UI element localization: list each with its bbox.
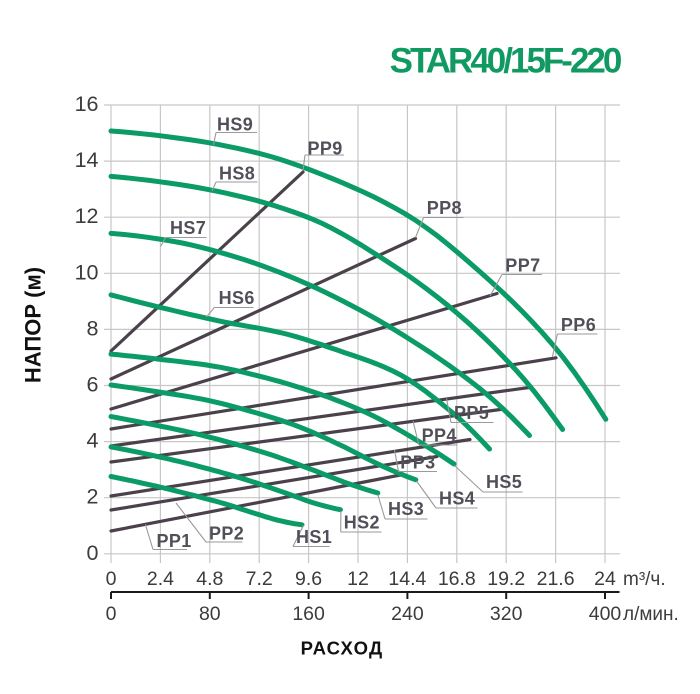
svg-text:4: 4 [87, 429, 99, 453]
svg-text:PP5: PP5 [454, 403, 489, 423]
svg-text:PP1: PP1 [157, 531, 192, 551]
svg-text:0: 0 [106, 603, 117, 625]
svg-text:HS8: HS8 [219, 164, 255, 184]
svg-text:2: 2 [87, 485, 99, 509]
svg-text:320: 320 [490, 603, 523, 625]
svg-text:HS3: HS3 [388, 499, 424, 519]
svg-text:12: 12 [75, 204, 99, 228]
svg-text:9.6: 9.6 [295, 568, 322, 590]
svg-text:PP9: PP9 [308, 138, 343, 158]
svg-text:400: 400 [589, 603, 622, 625]
svg-text:л/мин.: л/мин. [623, 604, 679, 625]
svg-text:6: 6 [87, 373, 99, 397]
svg-text:80: 80 [199, 603, 221, 625]
svg-text:4.8: 4.8 [196, 568, 223, 590]
svg-text:160: 160 [292, 603, 325, 625]
svg-text:16: 16 [75, 92, 99, 116]
svg-text:8: 8 [87, 316, 99, 340]
svg-text:HS4: HS4 [439, 489, 475, 509]
svg-text:21.6: 21.6 [537, 568, 575, 590]
svg-text:РАСХОД: РАСХОД [301, 638, 384, 659]
svg-text:12: 12 [347, 568, 369, 590]
svg-text:PP7: PP7 [505, 255, 540, 275]
svg-text:7.2: 7.2 [246, 568, 273, 590]
svg-text:0: 0 [87, 541, 99, 565]
svg-text:PP4: PP4 [422, 426, 457, 446]
svg-text:240: 240 [391, 603, 424, 625]
svg-text:НАПОР (м): НАПОР (м) [21, 267, 46, 383]
svg-text:24: 24 [594, 568, 616, 590]
svg-text:0: 0 [106, 568, 117, 590]
svg-text:HS5: HS5 [486, 472, 522, 492]
svg-text:16.8: 16.8 [438, 568, 476, 590]
svg-text:19.2: 19.2 [487, 568, 525, 590]
svg-text:HS1: HS1 [296, 527, 332, 547]
svg-text:HS2: HS2 [344, 512, 380, 532]
svg-text:PP6: PP6 [561, 315, 596, 335]
svg-text:STAR40/15F-220: STAR40/15F-220 [390, 42, 622, 81]
svg-text:PP8: PP8 [427, 198, 462, 218]
svg-text:HS7: HS7 [170, 218, 206, 238]
svg-text:m³/ч.: m³/ч. [623, 569, 666, 590]
svg-text:HS6: HS6 [219, 288, 255, 308]
svg-text:10: 10 [75, 260, 99, 284]
svg-text:14: 14 [75, 148, 99, 172]
svg-text:2.4: 2.4 [147, 568, 174, 590]
svg-text:14.4: 14.4 [388, 568, 426, 590]
svg-text:PP3: PP3 [400, 453, 435, 473]
svg-text:HS9: HS9 [217, 114, 253, 134]
svg-text:PP2: PP2 [209, 523, 244, 543]
